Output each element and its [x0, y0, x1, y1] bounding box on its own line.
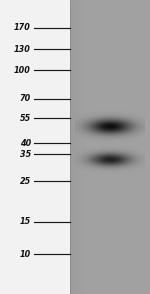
Text: 40: 40 [20, 139, 31, 148]
Text: 130: 130 [14, 45, 31, 54]
Text: 35: 35 [20, 150, 31, 159]
Text: 25: 25 [20, 176, 31, 186]
Text: 170: 170 [14, 24, 31, 32]
Text: 70: 70 [20, 94, 31, 103]
Bar [0, 0, 72, 294]
Text: 15: 15 [20, 217, 31, 226]
Text: 10: 10 [20, 250, 31, 259]
Text: 100: 100 [14, 66, 31, 75]
Text: 55: 55 [20, 113, 31, 123]
